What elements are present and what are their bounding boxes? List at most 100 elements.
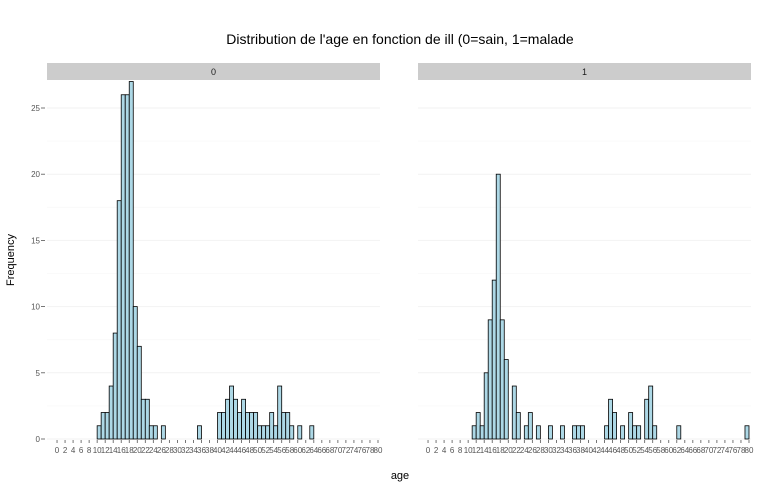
x-tick-label: 0 bbox=[55, 446, 60, 455]
histogram-bar bbox=[237, 412, 242, 440]
x-tick-label: 36 bbox=[197, 446, 206, 455]
y-tick-label: 15 bbox=[31, 236, 40, 245]
histogram-bar bbox=[632, 425, 638, 440]
x-tick-label: 66 bbox=[317, 446, 326, 455]
histogram-bar bbox=[604, 425, 609, 440]
x-tick-label: 24 bbox=[149, 446, 158, 455]
x-tick-label: 56 bbox=[648, 446, 657, 455]
x-tick-label: 46 bbox=[608, 446, 617, 455]
histogram-bar bbox=[281, 412, 287, 440]
histogram-bar bbox=[128, 81, 134, 440]
x-tick-label: 4 bbox=[442, 446, 447, 455]
x-tick-label: 16 bbox=[117, 446, 126, 455]
histogram-bar bbox=[495, 173, 501, 440]
x-tick-label: 66 bbox=[688, 446, 697, 455]
histogram-bar bbox=[140, 398, 146, 440]
histogram-bar bbox=[648, 385, 654, 440]
x-tick-label: 72 bbox=[712, 446, 721, 455]
histogram-bar bbox=[527, 412, 533, 440]
histogram-bar bbox=[572, 425, 577, 440]
histogram-bar bbox=[309, 425, 315, 440]
histogram-bar bbox=[576, 425, 581, 440]
histogram-bar bbox=[217, 412, 222, 440]
x-tick-label: 46 bbox=[237, 446, 246, 455]
histogram-bar bbox=[285, 412, 291, 440]
y-axis: 0 5 10 15 20 25 bbox=[31, 104, 45, 444]
x-tick-label: 8 bbox=[458, 446, 463, 455]
x-tick-label: 30 bbox=[173, 446, 182, 455]
x-tick-label: 24 bbox=[520, 446, 529, 455]
histogram-bar bbox=[580, 425, 585, 440]
x-tick-label: 56 bbox=[277, 446, 286, 455]
histogram-bar bbox=[221, 412, 226, 440]
histogram-bar bbox=[257, 425, 263, 440]
histogram-bar bbox=[644, 398, 650, 440]
histogram-bar bbox=[297, 425, 303, 440]
x-tick-label: 18 bbox=[496, 446, 505, 455]
x-tick-label: 78 bbox=[737, 446, 746, 455]
histogram-bar bbox=[608, 398, 613, 440]
histogram-bar bbox=[136, 345, 142, 440]
x-tick-label: 4 bbox=[71, 446, 76, 455]
y-tick-label: 25 bbox=[31, 104, 40, 113]
x-tick-label: 6 bbox=[450, 446, 455, 455]
x-tick-label: 2 bbox=[63, 446, 68, 455]
x-tick-label: 44 bbox=[600, 446, 609, 455]
histogram-bar bbox=[108, 385, 114, 440]
x-tick-label: 10 bbox=[93, 446, 102, 455]
x-tick-label: 58 bbox=[656, 446, 665, 455]
x-tick-label: 72 bbox=[341, 446, 350, 455]
histogram-bar bbox=[245, 412, 251, 440]
x-tick-label: 54 bbox=[269, 446, 278, 455]
histogram-bar bbox=[471, 425, 477, 440]
histogram-bar bbox=[96, 425, 102, 440]
histogram-bar bbox=[744, 425, 750, 440]
chart-title: Distribution de l'age en fonction de ill… bbox=[226, 31, 574, 47]
x-tick-label: 68 bbox=[696, 446, 705, 455]
x-tick-label: 34 bbox=[189, 446, 198, 455]
histogram-bar bbox=[100, 412, 106, 440]
histogram-bar bbox=[503, 359, 509, 440]
histogram-bar bbox=[523, 425, 529, 440]
x-tick-label: 78 bbox=[366, 446, 375, 455]
histogram-bar bbox=[487, 319, 493, 440]
facet-strip bbox=[47, 63, 380, 80]
x-tick-label: 16 bbox=[488, 446, 497, 455]
x-tick-label: 52 bbox=[261, 446, 270, 455]
x-tick-label: 2 bbox=[434, 446, 439, 455]
histogram-bar bbox=[132, 306, 138, 440]
x-tick-label: 80 bbox=[374, 446, 383, 455]
y-tick-label: 0 bbox=[36, 435, 41, 444]
histogram-bar bbox=[253, 412, 259, 440]
x-tick-label: 64 bbox=[680, 446, 689, 455]
x-tick-label: 12 bbox=[472, 446, 481, 455]
x-tick-label: 20 bbox=[133, 446, 142, 455]
x-tick-label: 20 bbox=[504, 446, 513, 455]
histogram-bar bbox=[612, 412, 617, 440]
x-tick-label: 26 bbox=[157, 446, 166, 455]
histogram-bar bbox=[277, 385, 283, 440]
histogram-bar bbox=[479, 425, 485, 440]
histogram-bar bbox=[116, 200, 122, 440]
x-tick-label: 54 bbox=[640, 446, 649, 455]
histogram-bar bbox=[289, 425, 295, 440]
histogram-bar bbox=[499, 319, 505, 440]
x-tick-label: 70 bbox=[333, 446, 342, 455]
histogram-bar bbox=[148, 425, 154, 440]
histogram-bar bbox=[676, 425, 682, 440]
histogram-bar bbox=[269, 412, 275, 440]
x-tick-label: 0 bbox=[426, 446, 431, 455]
x-tick-label: 40 bbox=[213, 446, 222, 455]
facet-strip-label: 1 bbox=[582, 67, 587, 77]
histogram-bar bbox=[160, 425, 166, 440]
x-tick-label: 32 bbox=[552, 446, 561, 455]
histogram-bar bbox=[197, 425, 202, 440]
histogram-bar bbox=[233, 398, 238, 440]
x-tick-label: 60 bbox=[664, 446, 673, 455]
x-tick-label: 38 bbox=[205, 446, 214, 455]
x-tick-label: 44 bbox=[229, 446, 238, 455]
x-tick-label: 26 bbox=[528, 446, 537, 455]
x-tick-label: 48 bbox=[616, 446, 625, 455]
x-tick-label: 12 bbox=[101, 446, 110, 455]
histogram-bar bbox=[112, 332, 118, 440]
